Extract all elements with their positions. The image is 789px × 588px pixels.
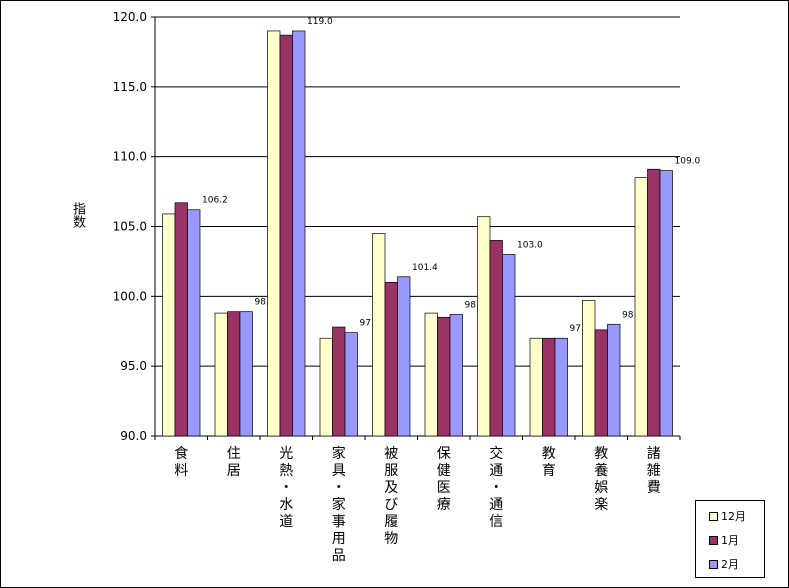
data-label: 97.0 [570,324,590,334]
bar-0 [162,213,176,437]
bar-0 [214,312,228,437]
legend-label: 1月 [721,534,739,547]
bar-2 [659,170,673,437]
x-tick-label: 教育 [542,446,556,479]
y-tick-label: 115.0 [113,80,147,94]
legend: 12月 1月 2月 [695,500,765,578]
y-tick-label: 90.0 [120,429,147,443]
data-label: 98.9 [255,298,275,308]
x-tick-label: 被服及び履物 [384,446,398,547]
bar-0 [477,216,491,437]
legend-label: 12月 [721,510,746,523]
x-tick-label: 光熱・水道 [279,446,293,530]
data-label: 109.0 [675,157,701,167]
x-tick-label: 教養娯楽 [594,446,608,513]
x-tick-label: 保健医療 [437,446,451,513]
bar-0 [582,300,596,437]
legend-item-series-2: 2月 [709,557,739,571]
bar-0 [319,337,333,437]
x-tick-label: 食料 [174,445,188,479]
y-tick-label: 105.0 [113,220,147,234]
bar-2 [607,323,621,437]
x-tick-label: 家具・家事用品 [332,445,346,564]
legend-swatch [709,511,718,521]
bar-2 [344,332,358,437]
data-label: 97.4 [360,319,380,329]
y-tick-label: 100.0 [113,289,147,303]
bar-1 [332,326,346,437]
data-label: 103.0 [517,240,543,250]
data-label: 98.7 [465,300,485,310]
bar-2 [239,311,253,437]
legend-swatch [709,535,718,545]
bar-2 [292,30,306,437]
bar-2 [397,276,411,437]
x-tick-label: 諸雑費 [647,446,661,496]
bar-1 [594,329,608,437]
bar-1 [174,202,188,437]
bar-1 [542,337,556,437]
bar-0 [634,177,648,437]
bar-2 [187,209,201,437]
bar-2 [449,314,463,437]
y-tick-label: 95.0 [120,359,147,373]
data-label: 101.4 [412,263,438,273]
x-tick-label: 交通・通信 [489,445,503,530]
data-label: 119.0 [307,17,333,27]
data-label: 98.0 [622,310,642,320]
bar-0 [267,30,281,437]
legend-label: 2月 [721,558,739,571]
bar-2 [554,337,568,437]
bar-1 [647,168,661,437]
y-axis-label: 指数 [70,202,85,228]
legend-item-series-0: 12月 [709,509,746,523]
y-tick-label: 120.0 [113,10,147,24]
y-tick-label: 110.0 [113,150,147,164]
x-tick-label: 住居 [227,446,241,479]
bar-0 [372,233,386,437]
legend-item-series-1: 1月 [709,533,739,547]
bar-1 [227,311,241,437]
legend-swatch [709,559,718,569]
bar-0 [424,312,438,437]
bar-1 [279,34,293,437]
bar-1 [489,240,503,437]
bar-0 [529,337,543,437]
bar-2 [502,254,516,437]
bar-1 [384,282,398,437]
data-label: 106.2 [202,196,228,206]
bar-1 [437,316,451,437]
